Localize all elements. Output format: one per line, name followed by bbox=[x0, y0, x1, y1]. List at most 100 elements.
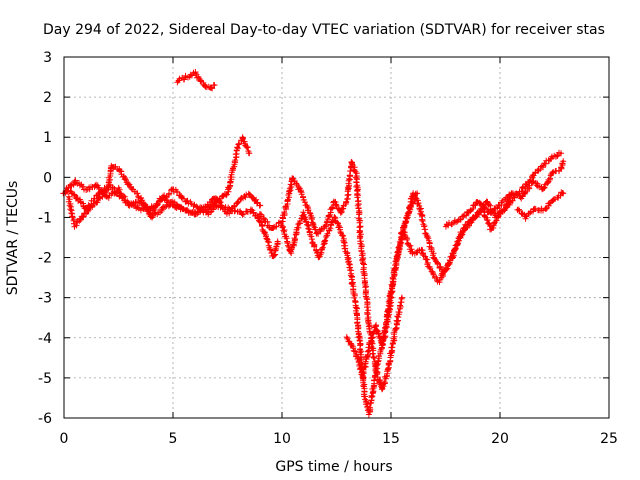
data-point bbox=[346, 196, 349, 199]
y-tick-label: 2 bbox=[43, 90, 52, 106]
data-point bbox=[368, 412, 371, 416]
x-tick-label: 5 bbox=[169, 431, 178, 447]
data-point bbox=[346, 336, 349, 339]
y-tick-label: 1 bbox=[43, 130, 52, 146]
series-track-4 bbox=[174, 69, 218, 92]
data-point bbox=[226, 192, 229, 195]
data-point bbox=[311, 240, 314, 243]
y-tick-label: -4 bbox=[38, 331, 52, 347]
data-point bbox=[415, 192, 419, 195]
data-point bbox=[498, 212, 502, 215]
data-point bbox=[455, 220, 458, 223]
x-tick-label: 10 bbox=[273, 431, 291, 447]
data-point bbox=[400, 296, 404, 299]
data-point bbox=[171, 200, 175, 203]
x-tick-label: 15 bbox=[382, 431, 400, 447]
data-point bbox=[232, 164, 236, 167]
data-point bbox=[437, 280, 441, 283]
series-track-8 bbox=[401, 149, 565, 286]
data-point bbox=[354, 304, 358, 307]
data-point bbox=[108, 184, 111, 187]
data-point bbox=[73, 180, 77, 183]
data-point bbox=[237, 200, 240, 203]
data-point bbox=[533, 172, 537, 175]
y-tick-label: 0 bbox=[43, 170, 52, 186]
data-point bbox=[368, 324, 371, 327]
y-tick-label: -2 bbox=[38, 251, 52, 267]
data-point bbox=[184, 75, 188, 79]
data-point bbox=[433, 256, 436, 259]
data-point bbox=[446, 264, 449, 267]
data-point bbox=[559, 192, 563, 195]
data-point bbox=[455, 244, 458, 247]
data-point bbox=[291, 176, 295, 179]
data-point bbox=[204, 204, 207, 207]
data-point bbox=[402, 232, 406, 235]
data-point bbox=[418, 204, 421, 207]
data-point bbox=[289, 252, 292, 255]
data-series bbox=[60, 69, 567, 418]
data-point bbox=[73, 224, 77, 227]
data-point bbox=[184, 200, 188, 203]
data-point bbox=[524, 216, 528, 219]
x-tick-label: 20 bbox=[491, 431, 509, 447]
data-point bbox=[359, 236, 362, 239]
data-point bbox=[176, 79, 179, 83]
data-point bbox=[150, 216, 153, 219]
data-point bbox=[139, 196, 142, 199]
data-point bbox=[374, 324, 377, 327]
data-point bbox=[407, 212, 410, 215]
data-point bbox=[551, 156, 554, 159]
data-point bbox=[516, 208, 519, 211]
data-point bbox=[317, 256, 321, 259]
series-track-10 bbox=[514, 189, 567, 222]
data-point bbox=[381, 388, 384, 392]
data-point bbox=[64, 188, 68, 191]
data-point bbox=[202, 83, 205, 87]
data-point bbox=[394, 264, 397, 267]
data-point bbox=[272, 256, 275, 259]
data-point bbox=[84, 212, 88, 215]
data-point bbox=[182, 208, 186, 211]
data-point bbox=[280, 220, 284, 223]
data-point bbox=[106, 196, 109, 199]
data-point bbox=[411, 252, 414, 255]
data-point bbox=[551, 172, 554, 175]
data-point bbox=[193, 204, 196, 207]
data-point bbox=[420, 248, 423, 251]
data-point bbox=[154, 204, 157, 207]
data-point bbox=[228, 208, 231, 211]
data-point bbox=[248, 152, 251, 155]
y-tick-label: -5 bbox=[38, 371, 52, 387]
data-point bbox=[160, 208, 164, 211]
data-point bbox=[359, 348, 362, 352]
data-point bbox=[477, 200, 480, 203]
data-point bbox=[117, 168, 120, 171]
data-point bbox=[67, 196, 70, 199]
data-point bbox=[354, 352, 358, 356]
data-point bbox=[376, 360, 380, 364]
data-point bbox=[354, 172, 358, 175]
data-point bbox=[368, 344, 371, 347]
data-point bbox=[193, 71, 196, 75]
data-point bbox=[206, 212, 210, 215]
data-point bbox=[531, 180, 534, 183]
data-point bbox=[361, 376, 364, 380]
series-track-2 bbox=[65, 162, 264, 230]
data-point bbox=[171, 188, 175, 191]
data-point bbox=[485, 200, 489, 203]
data-point bbox=[472, 216, 476, 219]
data-point bbox=[315, 232, 319, 235]
data-point bbox=[296, 228, 299, 231]
x-axis-label: GPS time / hours bbox=[275, 459, 392, 475]
data-point bbox=[429, 268, 432, 271]
data-point bbox=[498, 204, 502, 207]
data-point bbox=[341, 236, 345, 239]
data-point bbox=[84, 188, 88, 191]
data-point bbox=[490, 228, 493, 231]
data-point bbox=[139, 208, 142, 211]
data-point bbox=[339, 212, 343, 215]
data-point bbox=[562, 192, 565, 195]
